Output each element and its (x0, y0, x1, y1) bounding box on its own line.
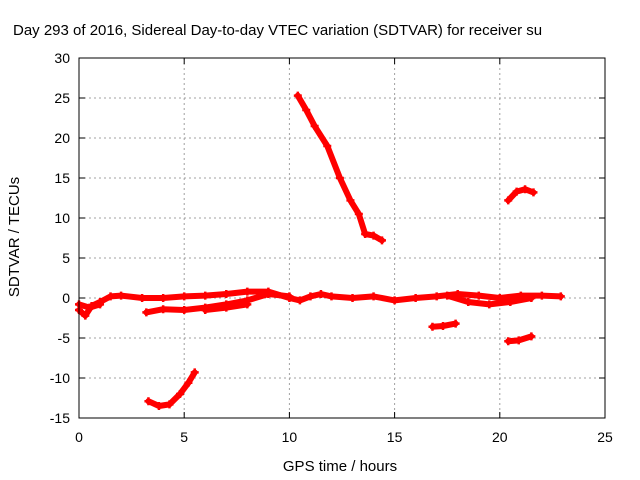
data-point (327, 292, 336, 301)
data-point (432, 292, 441, 301)
data-point (264, 290, 273, 298)
series-arc-8 (443, 291, 536, 309)
data-point (438, 322, 447, 330)
data-point (485, 300, 494, 309)
grid (79, 58, 605, 418)
series (75, 91, 565, 410)
data-point (464, 298, 473, 306)
data-point (504, 337, 513, 346)
series-arc-9 (504, 185, 538, 205)
data-point (504, 196, 513, 205)
data-point (285, 292, 294, 301)
x-tick-label: 0 (75, 429, 83, 445)
data-point (159, 294, 168, 302)
series-arc-7 (428, 319, 460, 331)
data-point (180, 292, 189, 301)
data-point (411, 294, 420, 302)
y-tick-label: 25 (54, 90, 70, 106)
y-tick-label: 5 (62, 250, 70, 266)
y-tick-label: 0 (62, 290, 70, 306)
data-point (184, 378, 193, 387)
data-point (243, 287, 252, 296)
x-tick-label: 5 (180, 429, 188, 445)
data-point (556, 292, 565, 301)
data-point (361, 230, 370, 238)
series-line (294, 92, 385, 244)
ticks: 0 5 10 15 20 25 -15 -10 -5 0 5 10 15 20 25 30 (50, 50, 613, 445)
data-point (165, 400, 174, 409)
data-point (106, 292, 115, 301)
data-point (369, 292, 378, 301)
data-point (335, 174, 344, 182)
y-tick-label: 10 (54, 210, 70, 226)
data-point (144, 397, 153, 406)
data-point (527, 294, 536, 302)
data-point (506, 298, 515, 306)
plot-frame (78, 57, 606, 419)
y-tick-label: -5 (58, 330, 71, 346)
y-tick-label: 20 (54, 130, 70, 146)
data-point (529, 188, 538, 197)
data-point (201, 306, 210, 314)
data-point (85, 303, 94, 312)
data-point (243, 300, 252, 309)
data-point (348, 294, 357, 302)
data-point (81, 311, 90, 320)
series-arc-6 (293, 91, 386, 245)
series-arc-5 (144, 368, 199, 410)
data-point (451, 319, 460, 328)
x-axis-label: GPS time / hours (283, 458, 397, 475)
data-point (222, 290, 231, 298)
data-point (154, 402, 163, 410)
data-point (354, 210, 363, 218)
data-point (302, 106, 311, 114)
data-point (295, 296, 304, 305)
y-tick-label: -15 (50, 410, 70, 426)
data-point (117, 291, 126, 300)
y-axis-label: SDTVAR / TECUs (6, 177, 23, 297)
data-point (293, 91, 302, 100)
data-point (142, 308, 151, 317)
data-point (316, 290, 325, 298)
data-point (346, 196, 355, 205)
data-point (514, 336, 523, 345)
x-tick-label: 25 (597, 429, 613, 445)
data-point (521, 185, 530, 194)
data-point (222, 303, 231, 312)
data-point (323, 142, 332, 150)
data-point (527, 332, 536, 341)
data-point (190, 368, 199, 377)
data-point (310, 122, 319, 130)
data-point (377, 236, 386, 245)
data-point (96, 300, 105, 309)
data-point (474, 291, 483, 300)
x-tick-label: 15 (387, 429, 403, 445)
data-point (512, 187, 521, 196)
x-tick-label: 10 (282, 429, 298, 445)
data-point (138, 294, 147, 302)
data-point (537, 291, 546, 300)
series-line (505, 186, 537, 204)
data-point (175, 390, 184, 398)
y-tick-label: -10 (50, 370, 70, 386)
data-point (306, 292, 315, 301)
data-point (390, 296, 399, 305)
data-point (201, 291, 210, 300)
data-point (369, 231, 378, 240)
data-point (159, 305, 168, 314)
y-tick-label: 30 (54, 50, 70, 66)
data-point (180, 306, 189, 314)
data-point (443, 291, 452, 300)
y-tick-label: 15 (54, 170, 70, 186)
data-point (428, 322, 437, 331)
series-arc-4 (201, 300, 252, 314)
series-arc-10 (504, 332, 536, 346)
chart-title: Day 293 of 2016, Sidereal Day-to-day VTE… (13, 22, 542, 39)
x-tick-label: 20 (492, 429, 508, 445)
